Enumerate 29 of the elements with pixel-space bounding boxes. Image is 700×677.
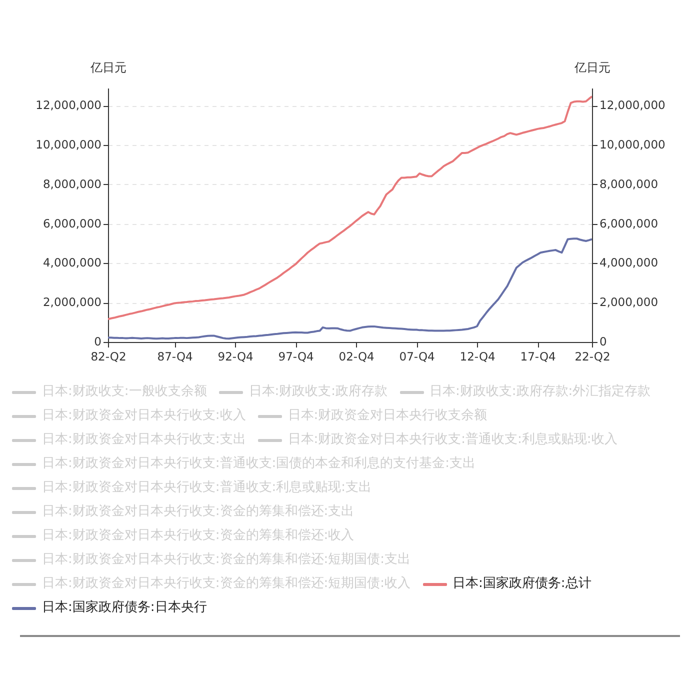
legend-label: 日本:国家政府债务:总计	[452, 575, 592, 593]
x-tick-label: 07-Q4	[399, 350, 435, 364]
y2-tick-label: 0	[600, 334, 607, 348]
y-axis-title: 亿日元	[90, 60, 126, 74]
y-tick-label: 4,000,000	[42, 256, 102, 270]
legend-label: 日本:国家政府债务:日本央行	[42, 599, 207, 617]
y2-axis-title: 亿日元	[574, 60, 610, 74]
line-series	[108, 238, 592, 340]
x-tick-label: 12-Q4	[460, 350, 496, 364]
y-tick-label: 10,000,000	[36, 138, 102, 152]
x-tick-label: 87-Q4	[157, 350, 193, 364]
y-tick-label: 0	[94, 334, 102, 348]
y2-tick-label: 4,000,000	[600, 256, 658, 270]
y-tick-label: 6,000,000	[42, 216, 102, 230]
y2-tick-label: 2,000,000	[600, 295, 658, 310]
y-tick-label: 8,000,000	[42, 176, 102, 191]
line-series	[108, 95, 592, 320]
y2-tick-label: 8,000,000	[600, 176, 658, 191]
x-tick-label: 82-Q2	[90, 350, 126, 364]
y2-tick-label: 10,000,000	[600, 138, 666, 152]
y2-tick-label: 12,000,000	[600, 98, 666, 112]
x-tick-label: 02-Q4	[338, 350, 374, 364]
x-tick-label: 17-Q4	[520, 350, 556, 364]
x-tick-label: 22-Q2	[574, 350, 610, 364]
y2-tick-label: 6,000,000	[600, 216, 658, 230]
x-tick-label: 97-Q4	[278, 350, 314, 364]
y-tick-label: 12,000,000	[36, 98, 102, 112]
y-tick-label: 2,000,000	[42, 295, 102, 310]
x-tick-label: 92-Q4	[218, 350, 254, 364]
